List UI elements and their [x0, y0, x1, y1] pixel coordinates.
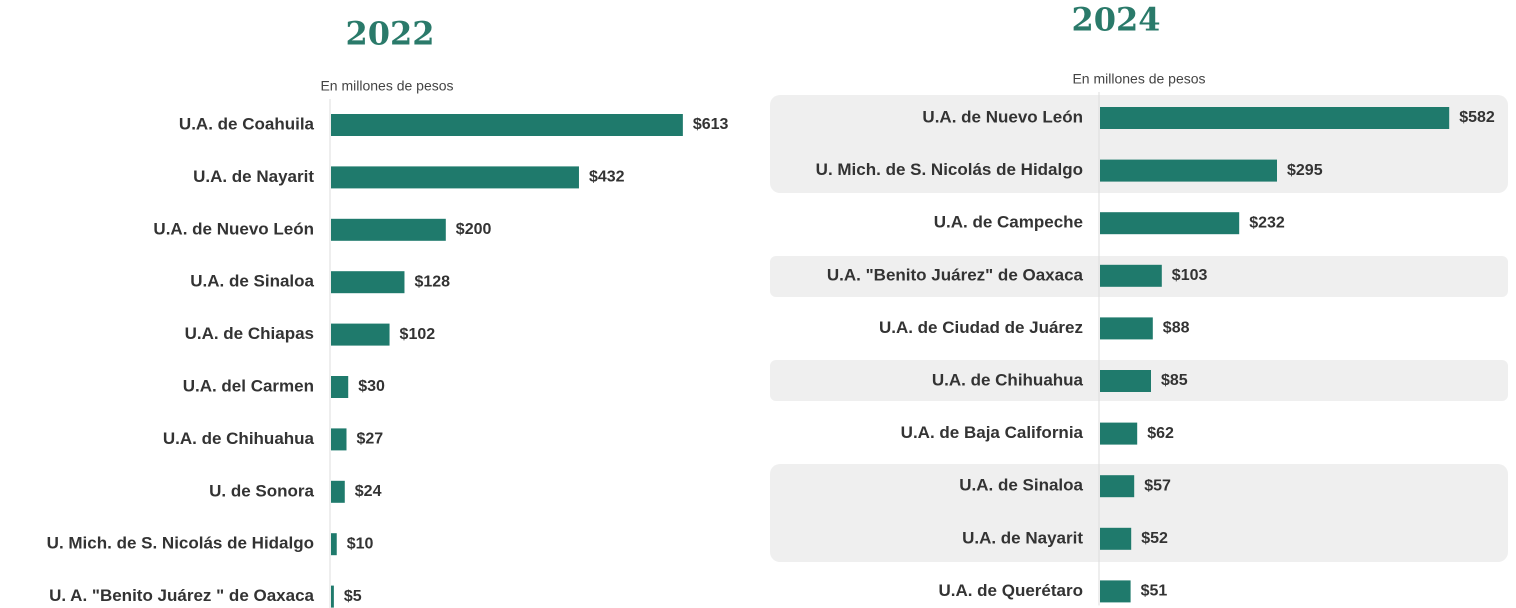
bar	[1100, 370, 1151, 392]
category-label: U.A. "Benito Juárez" de Oaxaca	[827, 265, 1084, 284]
bar	[331, 428, 347, 451]
value-label: $85	[1161, 372, 1188, 389]
chart-subtitle: En millones de pesos	[320, 78, 453, 94]
value-label: $51	[1141, 583, 1168, 600]
value-label: $102	[400, 326, 436, 343]
value-label: $432	[589, 169, 625, 186]
bar	[1100, 212, 1240, 235]
category-label: U.A. de Sinaloa	[190, 272, 314, 291]
value-label: $128	[414, 273, 450, 290]
category-label: U.A. de Nuevo León	[153, 219, 314, 238]
chart-subtitle: En millones de pesos	[1072, 71, 1205, 87]
bar	[331, 533, 337, 556]
bar	[331, 271, 405, 294]
category-label: U. de Sonora	[209, 481, 314, 500]
value-label: $295	[1287, 162, 1323, 179]
value-label: $88	[1163, 320, 1190, 337]
chart-title: 2024	[1071, 1, 1160, 39]
value-label: $200	[456, 221, 492, 238]
bar	[331, 585, 334, 608]
bar	[1100, 580, 1131, 603]
bar	[331, 166, 579, 189]
category-label: U.A. de Baja California	[901, 423, 1084, 442]
band	[770, 464, 1508, 562]
category-label: U.A. de Querétaro	[938, 581, 1083, 600]
category-label: U.A. de Coahuila	[179, 114, 315, 133]
category-label: U.A. de Ciudad de Juárez	[879, 318, 1083, 337]
bar	[1100, 475, 1135, 498]
chart-title: 2022	[345, 15, 434, 53]
value-label: $30	[358, 378, 385, 395]
value-label: $24	[355, 483, 382, 500]
category-label: U.A. de Chiapas	[185, 324, 314, 343]
bar	[1100, 422, 1138, 445]
category-label: U.A. de Chihuahua	[932, 370, 1084, 389]
category-label: U.A. de Nuevo León	[922, 107, 1083, 126]
category-label: U.A. del Carmen	[183, 376, 314, 395]
value-label: $10	[347, 535, 374, 552]
bar	[331, 480, 345, 503]
bar	[1100, 264, 1162, 287]
bar	[1100, 107, 1450, 129]
category-label: U.A. de Sinaloa	[959, 476, 1083, 495]
bar	[1100, 317, 1153, 340]
category-label: U. Mich. de S. Nicolás de Hidalgo	[816, 160, 1083, 179]
value-label: $57	[1144, 477, 1171, 494]
value-label: $613	[693, 116, 729, 133]
value-label: $103	[1172, 267, 1208, 284]
bar	[1100, 527, 1132, 550]
category-label: U.A. de Campeche	[934, 213, 1083, 232]
value-label: $27	[356, 431, 383, 448]
bar	[331, 218, 446, 241]
category-label: U.A. de Nayarit	[193, 167, 314, 186]
bar	[1100, 159, 1277, 182]
category-label: U. A. "Benito Juárez " de Oaxaca	[49, 586, 314, 605]
value-label: $52	[1141, 530, 1168, 547]
category-label: U.A. de Chihuahua	[163, 429, 315, 448]
category-label: U. Mich. de S. Nicolás de Hidalgo	[47, 534, 314, 553]
category-label: U.A. de Nayarit	[962, 528, 1083, 547]
value-label: $232	[1249, 214, 1285, 231]
bar	[331, 114, 683, 136]
value-label: $582	[1459, 109, 1495, 126]
bar	[331, 323, 390, 346]
bar	[331, 376, 349, 398]
value-label: $5	[344, 588, 362, 605]
value-label: $62	[1147, 425, 1174, 442]
